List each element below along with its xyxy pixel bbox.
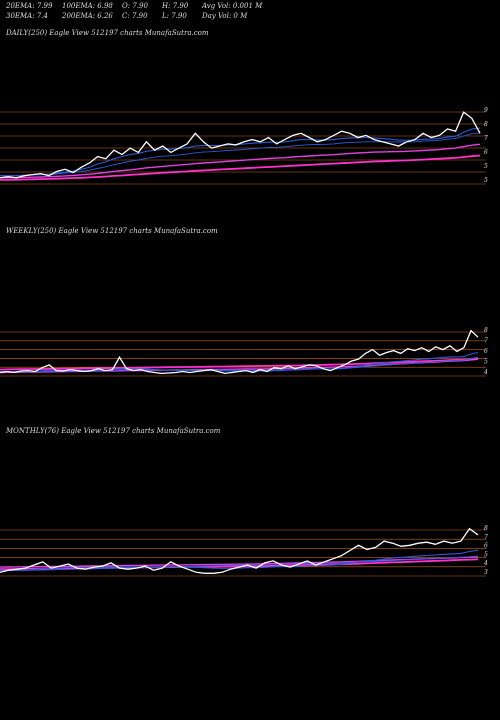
- ema-line-4: [0, 357, 479, 371]
- ema-line-3: [0, 556, 479, 568]
- y-tick-label: 6: [484, 543, 488, 550]
- daily-chart-title: DAILY(250) Eagle View 512197 charts Muna…: [6, 29, 209, 37]
- y-tick-label: 8: [484, 525, 488, 532]
- y-tick-label: 4: [483, 369, 488, 376]
- ema-line-2: [0, 132, 481, 177]
- y-tick-label: 5: [484, 177, 488, 184]
- header-20ema: 20EMA: 7.99: [6, 2, 53, 10]
- header-low: L: 7.90: [162, 12, 187, 20]
- y-tick-label: 7: [484, 534, 488, 541]
- y-tick-label: 8: [484, 327, 488, 334]
- price-line: [0, 527, 479, 574]
- price-line: [0, 329, 479, 375]
- y-tick-label: 4: [483, 560, 488, 567]
- y-tick-label: 8: [484, 121, 488, 128]
- y-tick-label: 5: [484, 163, 488, 170]
- header-close: C: 7.90: [122, 12, 148, 20]
- header-200ema: 200EMA: 6.26: [62, 12, 113, 20]
- weekly-chart-title: WEEKLY(250) Eagle View 512197 charts Mun…: [6, 227, 218, 235]
- daily-chart: 9 8 7 6 5 5: [0, 107, 488, 185]
- ema-line-2: [0, 555, 479, 572]
- weekly-chart: 8 7 6 5 4: [0, 327, 488, 377]
- y-tick-label: 5: [484, 551, 488, 558]
- header-100ema: 100EMA: 6.98: [62, 2, 113, 10]
- y-tick-label: 7: [484, 338, 488, 345]
- header-30ema: 30EMA: 7.4: [6, 12, 48, 20]
- monthly-chart-title: MONTHLY(76) Eagle View 512197 charts Mun…: [6, 427, 221, 435]
- y-tick-label: 7: [484, 135, 488, 142]
- header-avg-vol: Avg Vol: 0.001 M: [202, 2, 263, 10]
- price-line: [0, 111, 481, 179]
- ema-line-1: [0, 549, 479, 571]
- y-tick-label: 3: [484, 569, 488, 576]
- y-tick-label: 9: [484, 107, 488, 114]
- header-day-vol: Day Vol: 0 M: [202, 12, 248, 20]
- y-tick-label: 6: [484, 348, 488, 355]
- ema-line-1: [0, 127, 481, 177]
- ema-line-4: [0, 154, 481, 181]
- ema-line-3: [0, 143, 481, 179]
- y-tick-label: 5: [484, 359, 488, 366]
- header-open: O: 7.90: [122, 2, 148, 10]
- monthly-chart: 8 7 65 4 3: [0, 525, 488, 577]
- y-tick-label: 6: [484, 149, 488, 156]
- header-high: H: 7.90: [162, 2, 189, 10]
